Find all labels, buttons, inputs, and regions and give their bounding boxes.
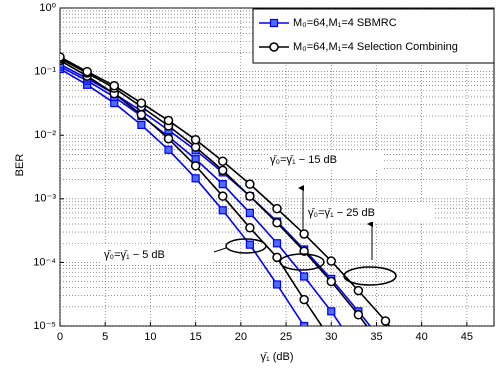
- marker: [409, 351, 417, 359]
- marker: [382, 342, 389, 349]
- marker: [245, 179, 255, 189]
- marker: [269, 42, 279, 52]
- marker: [355, 348, 362, 355]
- marker: [299, 246, 309, 256]
- marker: [353, 285, 364, 296]
- series-line: [60, 68, 305, 326]
- marker: [245, 240, 254, 249]
- marker: [380, 316, 391, 326]
- marker: [299, 229, 309, 239]
- annotation-bg: [306, 202, 434, 222]
- marker: [191, 174, 200, 183]
- marker: [353, 310, 364, 320]
- marker: [245, 208, 254, 218]
- marker: [382, 347, 390, 355]
- x-tick-label: 40: [416, 331, 428, 343]
- x-axis-label: γ̄₁ (dB): [260, 351, 293, 363]
- marker: [190, 134, 201, 145]
- marker: [299, 294, 309, 305]
- y-tick-label: 10⁰: [39, 2, 56, 14]
- marker: [300, 272, 309, 281]
- y-axis-label: BER: [14, 154, 26, 177]
- ellipse: [343, 266, 397, 286]
- marker: [327, 307, 336, 316]
- y-tick-label: 10⁻⁵: [33, 320, 56, 332]
- annotation: γ̄₀=γ̄₁ − 25 dB: [308, 207, 375, 219]
- x-tick-label: 30: [325, 331, 337, 343]
- marker: [300, 321, 309, 326]
- legend-label: M₀=64,M₁=4 Selection Combining: [293, 41, 458, 53]
- marker: [82, 66, 92, 77]
- marker: [60, 52, 65, 62]
- marker: [136, 109, 147, 120]
- ellipse: [225, 238, 267, 254]
- y-tick-label: 10⁻¹: [34, 66, 56, 78]
- y-tick-label: 10⁻⁴: [33, 256, 56, 268]
- marker: [245, 191, 255, 201]
- marker: [272, 218, 282, 228]
- marker: [218, 191, 228, 201]
- arrow: [213, 247, 227, 253]
- marker: [218, 156, 228, 166]
- x-tick-label: 5: [102, 331, 108, 343]
- marker: [218, 206, 227, 215]
- marker: [163, 133, 174, 144]
- marker: [218, 165, 228, 176]
- x-tick-label: 45: [461, 331, 473, 343]
- marker: [190, 161, 201, 171]
- series-line: [60, 56, 391, 326]
- marker: [137, 120, 146, 130]
- marker: [136, 98, 147, 108]
- x-tick-label: 25: [280, 331, 292, 343]
- annotation-bg: [268, 150, 382, 170]
- x-tick-label: 20: [235, 331, 247, 343]
- marker: [163, 115, 174, 126]
- marker: [326, 276, 336, 287]
- ellipse: [279, 253, 325, 271]
- marker: [272, 280, 282, 289]
- marker: [272, 203, 282, 214]
- x-tick-label: 0: [57, 331, 63, 343]
- marker: [326, 256, 336, 266]
- marker: [269, 18, 279, 28]
- y-tick-label: 10⁻²: [34, 129, 56, 141]
- marker: [245, 223, 255, 233]
- marker: [272, 252, 282, 263]
- annotation-bg: [102, 244, 212, 264]
- annotation: γ̄₀=γ̄₁ − 5 dB: [104, 249, 165, 261]
- x-tick-label: 35: [370, 331, 382, 343]
- legend-label: M₀=64,M₁=4 SBMRC: [293, 17, 397, 29]
- marker: [218, 180, 227, 189]
- y-tick-label: 10⁻³: [34, 193, 56, 205]
- x-tick-label: 10: [144, 331, 156, 343]
- x-tick-label: 15: [190, 331, 202, 343]
- legend-box: [252, 8, 495, 64]
- marker: [109, 80, 119, 91]
- marker: [272, 239, 282, 248]
- marker: [164, 145, 173, 154]
- annotation: γ̄₀=γ̄₁ − 15 dB: [270, 154, 337, 166]
